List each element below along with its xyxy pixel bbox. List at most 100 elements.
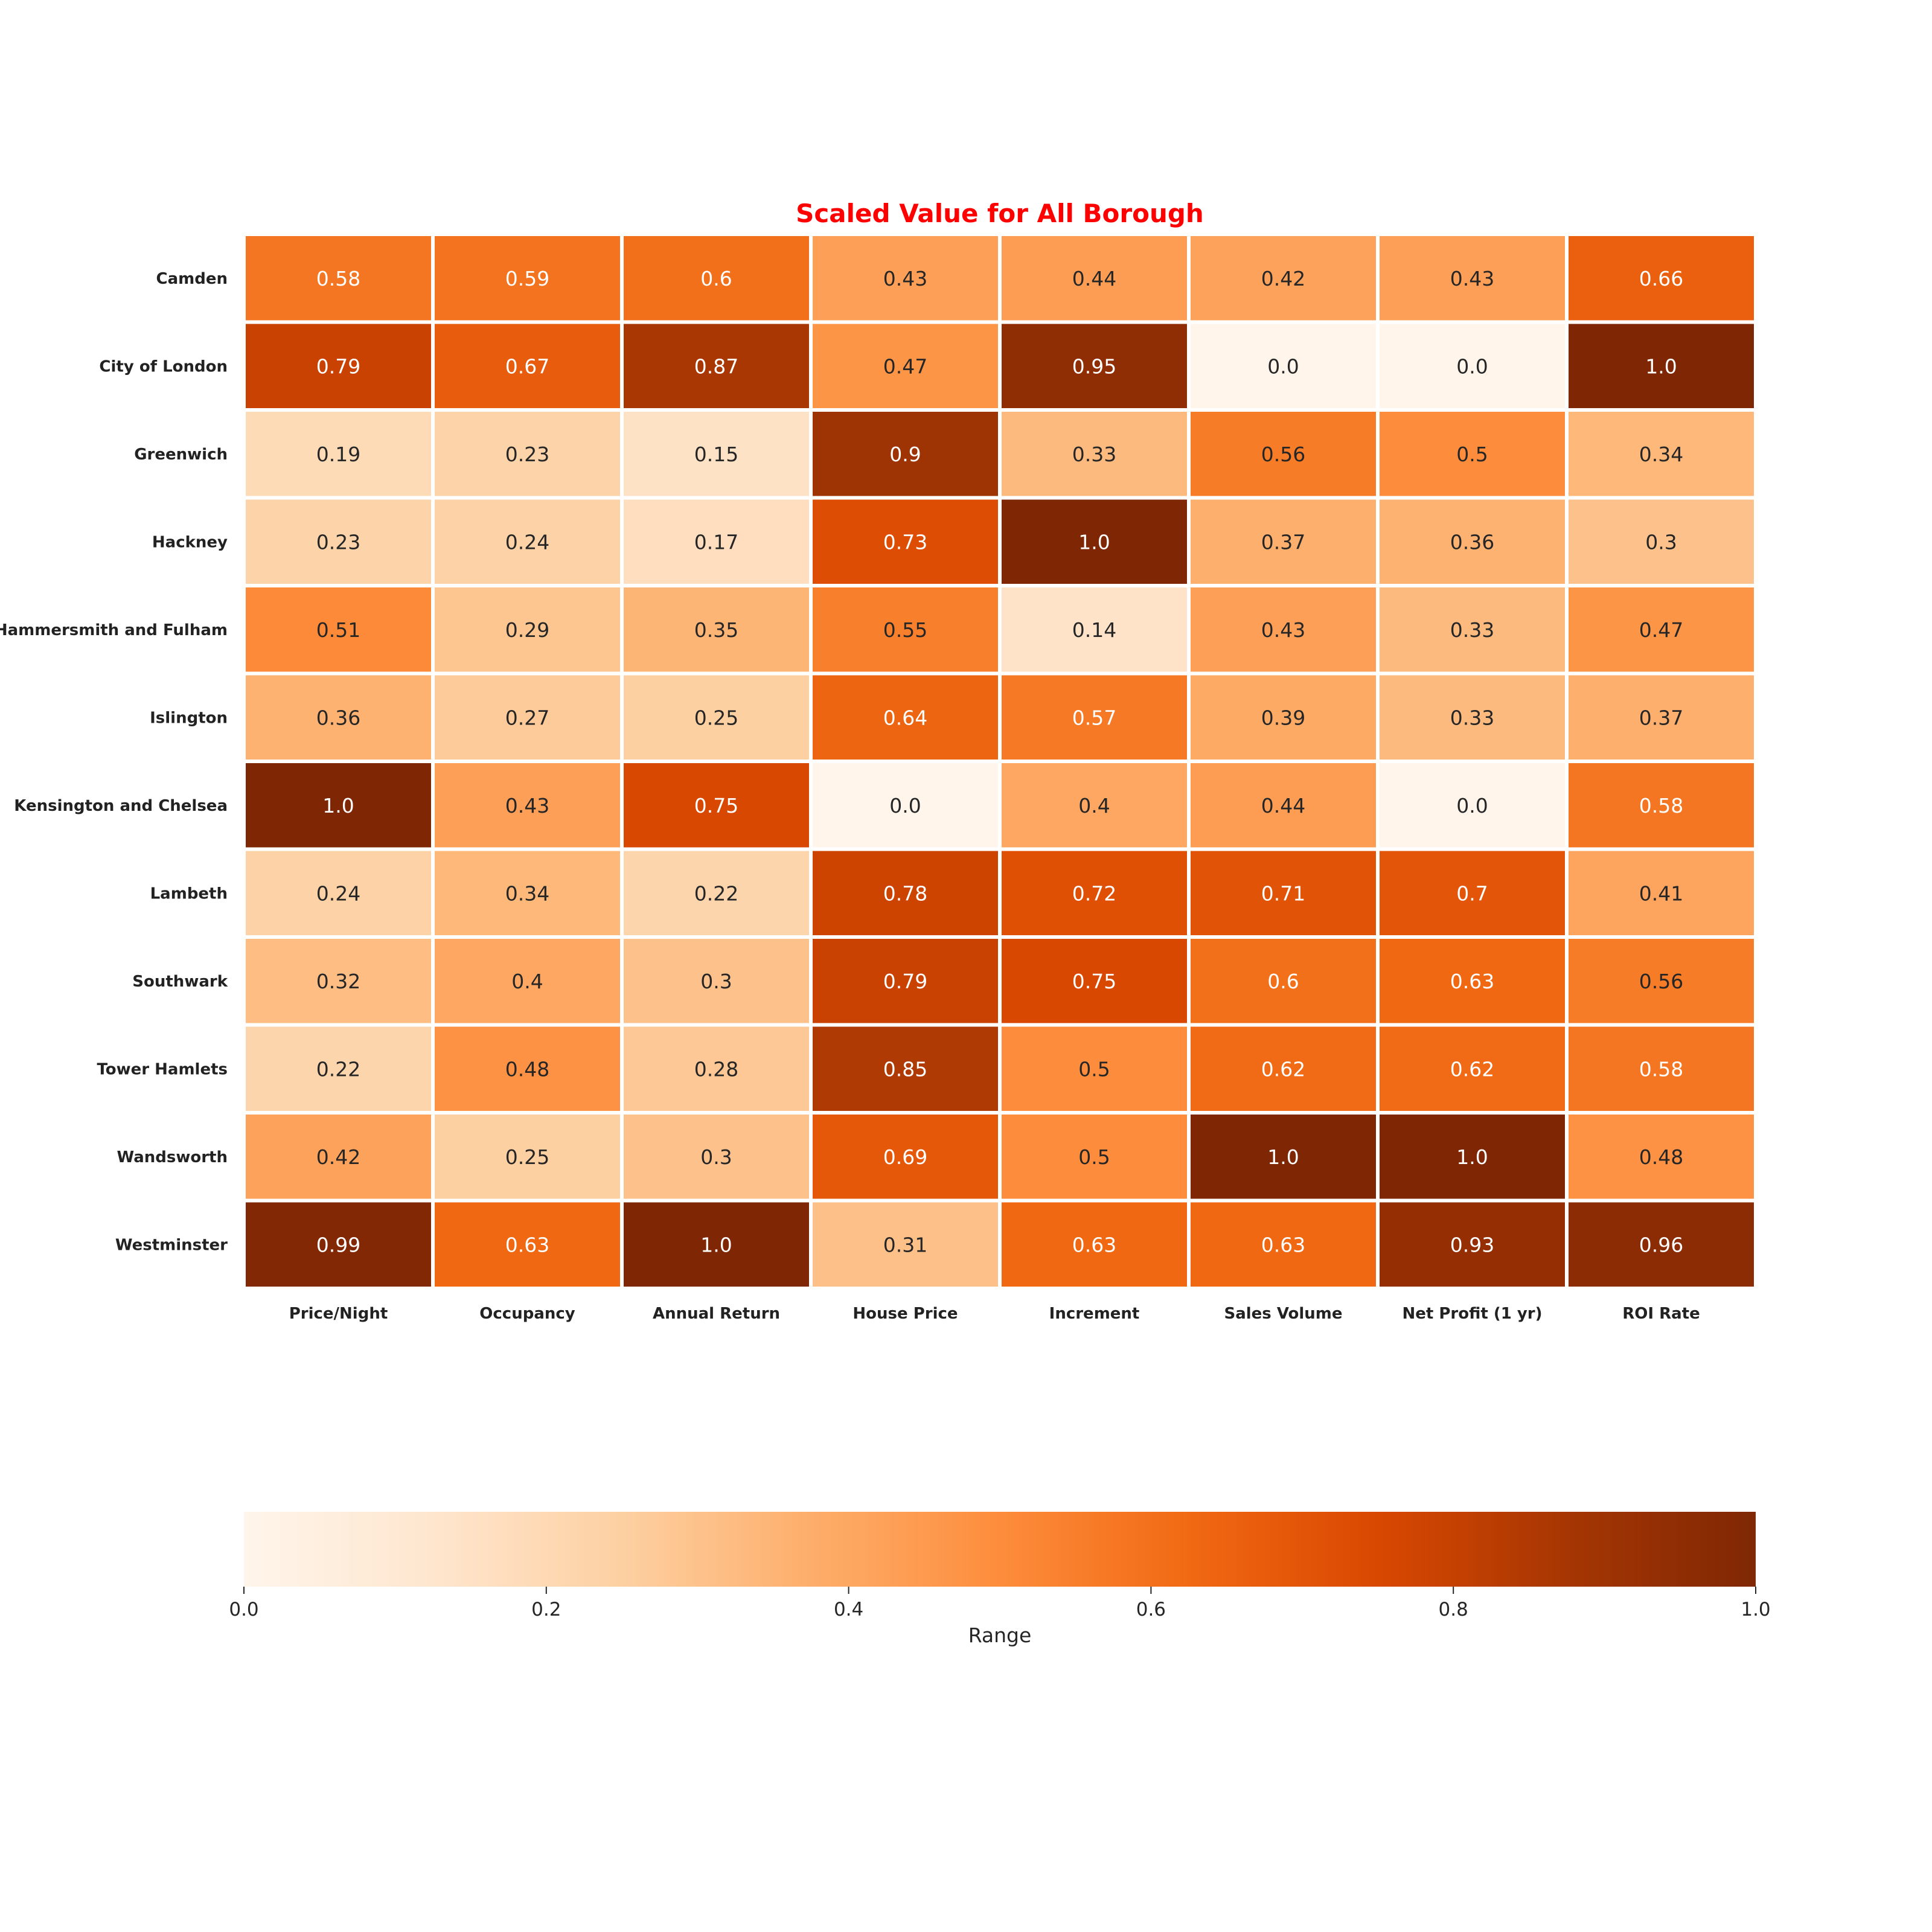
column-label: Occupancy: [479, 1305, 575, 1323]
column-label: House Price: [852, 1305, 958, 1323]
cell-value-label: 0.36: [316, 706, 360, 729]
cell-value-label: 0.44: [1072, 267, 1116, 290]
heatmap-cell: [620, 1198, 813, 1290]
cell-value-label: 0.23: [505, 443, 549, 466]
cell-value-label: 0.64: [883, 706, 927, 729]
heatmap-cell: [998, 584, 1191, 676]
cell-value-label: 0.85: [883, 1057, 927, 1081]
cell-value-label: 0.0: [1456, 794, 1488, 817]
heatmap-cell: [1565, 847, 1758, 939]
cell-value-label: 0.36: [1450, 530, 1494, 554]
colorbar-label: Range: [968, 1623, 1032, 1647]
row-label: Tower Hamlets: [97, 1060, 228, 1078]
cell-value-label: 0.63: [1072, 1233, 1116, 1256]
column-label: Price/Night: [289, 1305, 388, 1323]
heatmap-cell: [1187, 320, 1380, 412]
heatmap-cell: [1187, 671, 1380, 763]
cell-value-label: 0.79: [316, 354, 360, 378]
cell-value-label: 1.0: [1078, 530, 1110, 554]
cell-value-label: 0.44: [1261, 794, 1305, 817]
heatmap-cell: [242, 760, 435, 851]
cell-value-label: 1.0: [700, 1233, 732, 1256]
heatmap-cell: [242, 1023, 435, 1115]
heatmap-cell: [431, 232, 624, 324]
cell-value-label: 0.69: [883, 1145, 927, 1169]
row-label: Lambeth: [150, 884, 228, 903]
colorbar-tick-label: 0.2: [531, 1599, 561, 1620]
cell-value-label: 0.58: [316, 267, 360, 290]
row-label: Camden: [156, 270, 228, 288]
cell-value-label: 0.33: [1450, 618, 1494, 642]
row-label: Islington: [150, 709, 228, 727]
heatmap-cell: [620, 935, 813, 1027]
cell-value-label: 0.78: [883, 881, 927, 905]
cell-value-label: 0.3: [700, 970, 732, 993]
cell-value-label: 0.25: [694, 706, 738, 729]
cell-value-label: 0.6: [700, 267, 732, 290]
heatmap-cell: [1187, 760, 1380, 851]
cell-value-label: 0.33: [1072, 443, 1116, 466]
cell-value-label: 0.75: [1072, 970, 1116, 993]
heatmap-cell: [809, 584, 1002, 676]
heatmap-cell: [242, 232, 435, 324]
cell-value-label: 0.72: [1072, 881, 1116, 905]
colorbar-ticks: 0.0 0.2 0.4 0.6 0.8 1.0: [229, 1587, 1771, 1620]
cell-value-label: 0.42: [1261, 267, 1305, 290]
row-label: Kensington and Chelsea: [14, 797, 228, 815]
cell-value-label: 0.34: [1639, 443, 1683, 466]
colorbar-tick-label: 1.0: [1741, 1599, 1770, 1620]
cell-value-label: 0.15: [694, 443, 738, 466]
column-label: ROI Rate: [1622, 1305, 1700, 1323]
cell-value-label: 0.93: [1450, 1233, 1494, 1256]
heatmap-cell: [809, 935, 1002, 1027]
cell-value-label: 0.58: [1639, 794, 1683, 817]
cell-value-label: 0.24: [505, 530, 549, 554]
heatmap-cell: [620, 496, 813, 587]
row-label: Southwark: [132, 973, 228, 991]
cell-value-label: 1.0: [322, 794, 354, 817]
column-labels: Price/Night Occupancy Annual Return House P…: [289, 1305, 1700, 1323]
cell-value-label: 0.56: [1639, 970, 1683, 993]
cell-value-label: 0.63: [1450, 970, 1494, 993]
row-label: Wandsworth: [117, 1148, 228, 1166]
cell-value-label: 1.0: [1456, 1145, 1488, 1169]
cell-value-label: 0.9: [889, 443, 921, 466]
cell-value-label: 0.4: [511, 970, 543, 993]
cell-value-label: 0.57: [1072, 706, 1116, 729]
heatmap-cells: 0.58 0.59 0.6 0.43 0.44 0.42 0.43 0.66 0.79 0.67 0…: [242, 232, 1758, 1290]
cell-value-label: 0.58: [1639, 1057, 1683, 1081]
cell-value-label: 0.22: [694, 881, 738, 905]
cell-value-label: 0.43: [1261, 618, 1305, 642]
heatmap-cell: [620, 408, 813, 500]
cell-value-label: 0.0: [889, 794, 921, 817]
cell-value-label: 0.3: [700, 1145, 732, 1169]
cell-value-label: 0.43: [883, 267, 927, 290]
cell-value-label: 0.67: [505, 354, 549, 378]
row-label: Hackney: [152, 533, 228, 551]
column-label: Net Profit (1 yr): [1402, 1305, 1542, 1323]
chart-title: Scaled Value for All Borough: [796, 199, 1204, 228]
heatmap-cell: [1376, 671, 1569, 763]
cell-value-label: 0.42: [316, 1145, 360, 1169]
heatmap-cell: [998, 1023, 1191, 1115]
cell-value-label: 0.43: [505, 794, 549, 817]
cell-value-label: 0.73: [883, 530, 927, 554]
heatmap-cell: [1187, 1198, 1380, 1290]
cell-value-label: 0.34: [505, 881, 549, 905]
cell-value-label: 0.19: [316, 443, 360, 466]
heatmap-cell: [998, 671, 1191, 763]
column-label: Annual Return: [653, 1305, 780, 1323]
heatmap-cell: [620, 760, 813, 851]
heatmap-cell: [1565, 1023, 1758, 1115]
cell-value-label: 0.79: [883, 970, 927, 993]
colorbar-tick-label: 0.6: [1136, 1599, 1166, 1620]
cell-value-label: 0.5: [1456, 443, 1488, 466]
heatmap-cell: [242, 408, 435, 500]
cell-value-label: 1.0: [1267, 1145, 1299, 1169]
heatmap-cell: [431, 1023, 624, 1115]
heatmap-cell: [1187, 1023, 1380, 1115]
heatmap-cell: [1565, 1111, 1758, 1203]
heatmap-cell: [1376, 760, 1569, 851]
row-label: City of London: [99, 357, 228, 376]
